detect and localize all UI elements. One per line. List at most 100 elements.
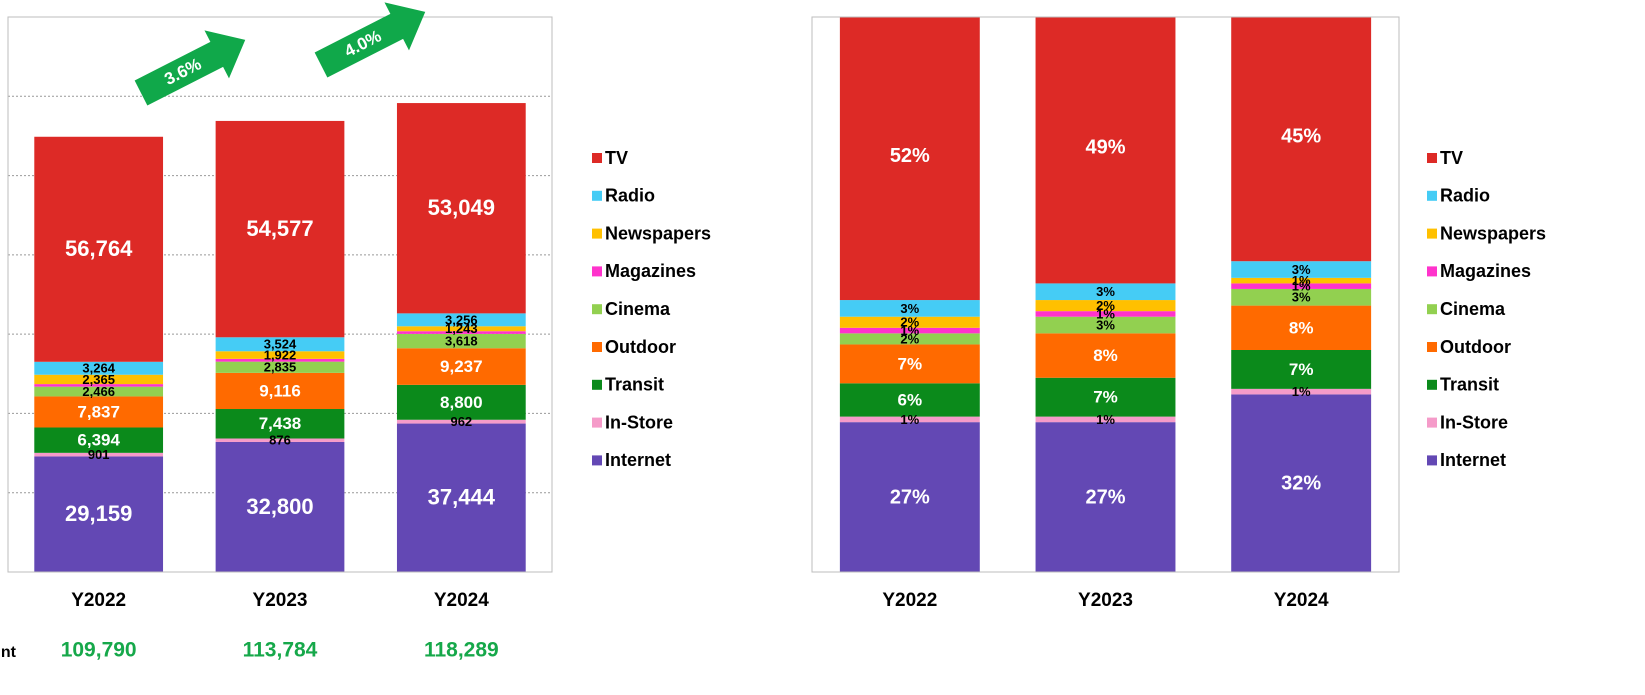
value-label: 7,438 [259, 414, 302, 433]
legend-swatch [592, 266, 602, 277]
arrow-shape [134, 30, 246, 106]
bar-segment [1035, 416, 1176, 423]
bar-segment [1231, 277, 1372, 284]
bar-segment [839, 383, 980, 417]
value-label: 32,800 [246, 494, 313, 519]
value-label: 2,466 [82, 384, 115, 399]
total-row-label: nt [1, 644, 17, 661]
bar-segment [396, 348, 526, 385]
value-label: 1% [1096, 412, 1115, 427]
value-label: 9,237 [440, 357, 483, 376]
value-label: 3,264 [82, 361, 115, 376]
bar-segment [1231, 283, 1372, 289]
legend-label: Internet [605, 450, 671, 470]
value-label: 7,837 [77, 402, 120, 421]
bar-segment [1231, 305, 1372, 350]
legend-swatch [1427, 455, 1437, 466]
bar-segment [1035, 333, 1176, 378]
value-label: 3% [900, 301, 919, 316]
value-label: 1% [900, 412, 919, 427]
bar-segment [396, 384, 526, 420]
value-label: 27% [1085, 486, 1125, 508]
value-label: 3% [1096, 284, 1115, 299]
legend-swatch [1427, 190, 1437, 201]
x-tick-label: Y2023 [253, 590, 308, 611]
value-label: 901 [88, 447, 110, 462]
value-label: 53,049 [428, 195, 495, 220]
value-label: 8% [1289, 318, 1314, 337]
plot-frame [7, 16, 553, 573]
total-label: 109,790 [61, 639, 137, 662]
legend-swatch [592, 342, 602, 352]
growth-arrow: 4.0% [314, 2, 426, 78]
x-tick-label: Y2024 [434, 590, 489, 611]
x-tick-label: Y2022 [882, 590, 937, 611]
bar-segment [1231, 261, 1372, 278]
bar-segment [396, 103, 526, 314]
legend-swatch [1427, 417, 1437, 428]
legend-swatch [1427, 304, 1437, 315]
value-label: 49% [1085, 137, 1125, 159]
legend-swatch [1427, 379, 1437, 390]
value-label: 37,444 [428, 485, 496, 510]
value-label: 8% [1093, 346, 1118, 365]
legend-label: Magazines [605, 261, 696, 281]
bar-segment [34, 384, 164, 387]
value-label: 2% [900, 315, 919, 330]
bar-segment [1231, 288, 1372, 306]
legend-swatch [1427, 228, 1437, 239]
bar-segment [839, 416, 980, 423]
bar-segment [34, 374, 164, 385]
bar-segment [839, 422, 980, 572]
legend-label: Outdoor [605, 337, 676, 357]
legend-label: Cinema [1440, 299, 1506, 319]
bar-segment [839, 327, 980, 334]
value-label: 962 [450, 414, 472, 429]
legend-label: TV [1440, 148, 1463, 168]
bar-segment [396, 331, 526, 334]
legend-label: Internet [1440, 450, 1506, 470]
bar-segment [34, 452, 164, 457]
bar-segment [215, 372, 345, 410]
bar-segment [1231, 394, 1372, 572]
value-label: 7% [1289, 360, 1314, 379]
legend-swatch [592, 417, 602, 428]
value-label: 3% [1096, 317, 1115, 332]
value-label: 9,116 [259, 381, 301, 400]
legend-label: Transit [605, 375, 664, 395]
bar-segment [215, 441, 345, 572]
bar-segment [396, 326, 526, 332]
legend-label: Cinema [605, 299, 671, 319]
value-label: 1% [1292, 273, 1311, 288]
legend-swatch [592, 379, 602, 390]
legend-swatch [592, 190, 602, 201]
bar-segment [1035, 316, 1176, 334]
legend-label: Newspapers [605, 223, 711, 243]
value-label: 2% [1096, 298, 1115, 313]
bar-segment [34, 456, 164, 572]
x-tick-label: Y2022 [71, 590, 126, 611]
x-tick-label: Y2024 [1274, 590, 1329, 611]
value-label: 56,764 [65, 236, 133, 261]
legend-label: Transit [1440, 375, 1499, 395]
value-label: 2,365 [82, 372, 115, 387]
value-label: 3% [1292, 290, 1311, 305]
bar-segment [1035, 300, 1176, 312]
bar-segment [34, 386, 164, 397]
bar-segment [34, 396, 164, 428]
value-labels: 27%1%6%7%2%1%2%3%52%27%1%7%8%3%1%2%3%49%… [890, 126, 1322, 509]
bar-segment [839, 316, 980, 328]
bar-segment [1035, 377, 1176, 417]
bar-segment [34, 136, 164, 362]
legend-swatch [592, 153, 602, 163]
value-label: 2,835 [264, 360, 297, 375]
value-label: 3,256 [445, 312, 478, 327]
total-label: 118,289 [424, 639, 499, 662]
legend-swatch [1427, 342, 1437, 352]
value-label: 1% [1292, 384, 1311, 399]
value-label: 1,243 [445, 321, 478, 336]
growth-arrow: 3.6% [134, 30, 246, 106]
bars [34, 103, 526, 572]
value-label: 3% [1292, 262, 1311, 277]
